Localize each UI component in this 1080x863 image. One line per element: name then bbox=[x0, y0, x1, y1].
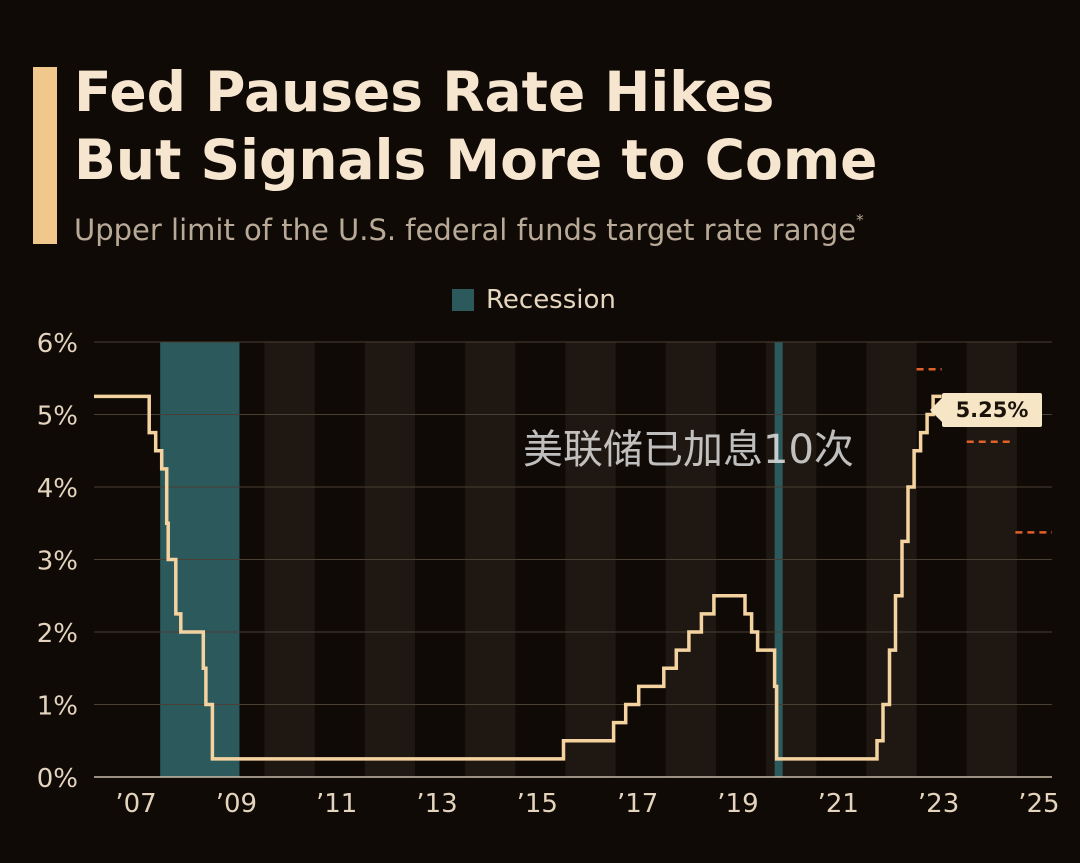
x-tick-label: ’25 bbox=[1018, 789, 1059, 819]
current-rate-label: 5.25% bbox=[930, 393, 1042, 427]
y-tick-label: 1% bbox=[37, 692, 78, 722]
x-tick-label: ’17 bbox=[617, 789, 658, 819]
x-tick-label: ’07 bbox=[115, 789, 156, 819]
chart-legend: Recession bbox=[452, 284, 616, 316]
title-line-2: But Signals More to Come bbox=[74, 128, 878, 192]
x-tick-label: ’09 bbox=[216, 789, 257, 819]
subtitle-text: Upper limit of the U.S. federal funds ta… bbox=[74, 213, 857, 247]
rate-series-line bbox=[94, 394, 942, 761]
title-accent-bar bbox=[33, 67, 57, 244]
x-tick-label: ’13 bbox=[416, 789, 457, 819]
y-tick-label: 6% bbox=[37, 329, 78, 359]
x-tick-label: ’21 bbox=[818, 789, 859, 819]
y-tick-label: 0% bbox=[37, 764, 78, 794]
page-title: Fed Pauses Rate Hikes But Signals More t… bbox=[74, 58, 877, 194]
x-tick-label: ’11 bbox=[316, 789, 357, 819]
x-tick-label: ’15 bbox=[517, 789, 558, 819]
y-tick-label: 5% bbox=[37, 402, 78, 432]
chart-subtitle: Upper limit of the U.S. federal funds ta… bbox=[74, 211, 864, 247]
recession-legend-swatch bbox=[452, 289, 474, 311]
title-line-1: Fed Pauses Rate Hikes bbox=[74, 60, 775, 124]
recession-legend-label: Recession bbox=[486, 285, 616, 315]
chinese-caption-overlay: 美联储已加息10次 bbox=[523, 427, 854, 473]
x-tick-label: ’23 bbox=[918, 789, 959, 819]
y-tick-label: 2% bbox=[37, 619, 78, 649]
subtitle-footnote-mark: * bbox=[856, 211, 864, 230]
x-tick-label: ’19 bbox=[717, 789, 758, 819]
y-tick-label: 4% bbox=[37, 474, 78, 504]
y-tick-label: 3% bbox=[37, 547, 78, 577]
